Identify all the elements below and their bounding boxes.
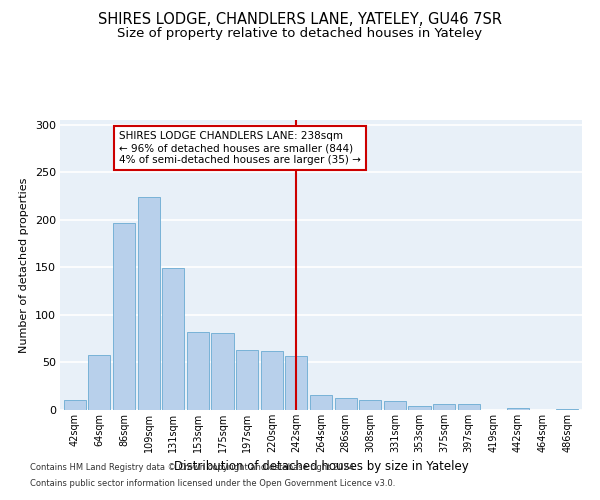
Bar [285, 356, 307, 410]
Text: Contains HM Land Registry data © Crown copyright and database right 2024.: Contains HM Land Registry data © Crown c… [30, 464, 356, 472]
Bar [187, 332, 209, 410]
Text: Size of property relative to detached houses in Yateley: Size of property relative to detached ho… [118, 28, 482, 40]
Bar [507, 408, 529, 410]
Bar [409, 406, 431, 410]
X-axis label: Distribution of detached houses by size in Yateley: Distribution of detached houses by size … [173, 460, 469, 473]
Bar [137, 197, 160, 410]
Bar [384, 402, 406, 410]
Bar [236, 350, 258, 410]
Bar [260, 351, 283, 410]
Bar [433, 404, 455, 410]
Bar [359, 400, 382, 410]
Text: SHIRES LODGE, CHANDLERS LANE, YATELEY, GU46 7SR: SHIRES LODGE, CHANDLERS LANE, YATELEY, G… [98, 12, 502, 28]
Bar [113, 222, 135, 410]
Bar [64, 400, 86, 410]
Y-axis label: Number of detached properties: Number of detached properties [19, 178, 29, 352]
Text: SHIRES LODGE CHANDLERS LANE: 238sqm
← 96% of detached houses are smaller (844)
4: SHIRES LODGE CHANDLERS LANE: 238sqm ← 96… [119, 132, 361, 164]
Bar [310, 395, 332, 410]
Bar [335, 398, 357, 410]
Bar [556, 409, 578, 410]
Bar [88, 355, 110, 410]
Bar [211, 333, 233, 410]
Bar [458, 404, 480, 410]
Text: Contains public sector information licensed under the Open Government Licence v3: Contains public sector information licen… [30, 478, 395, 488]
Bar [162, 268, 184, 410]
